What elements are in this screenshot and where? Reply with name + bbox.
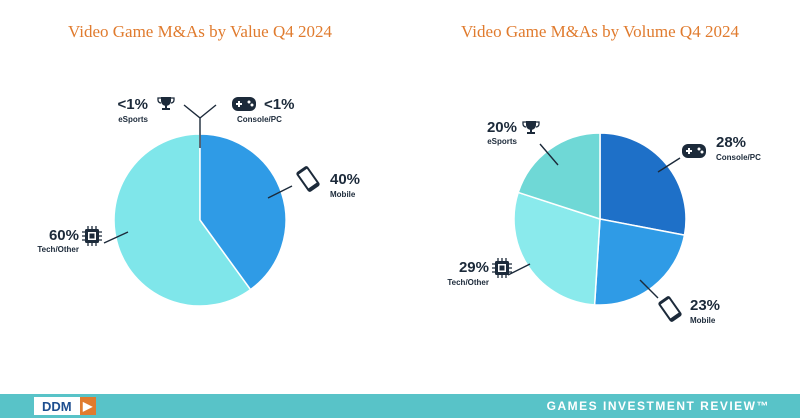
pie-charts: <1% eSports <1% Console/PC 40% Mobile 60… (37, 96, 761, 325)
value-tech-label: Tech/Other (37, 245, 79, 254)
chart-title-value: Video Game M&As by Value Q4 2024 (67, 22, 333, 41)
smartphone-icon (295, 165, 321, 193)
value-esports-pct: <1% (118, 96, 148, 113)
value-mobile-label: Mobile (330, 190, 356, 199)
volume-tech-label: Tech/Other (447, 278, 489, 287)
chart-title-volume: Video Game M&As by Volume Q4 2024 (461, 22, 739, 41)
ddm-logo: DDM ▶ (34, 397, 96, 415)
slice-volume-esports (517, 132, 601, 221)
leader-volume-console (657, 157, 681, 173)
logo-arrow-icon: ▶ (79, 397, 96, 415)
gamepad-icon (232, 97, 256, 111)
pie-volume (513, 132, 687, 306)
brand-name: GAMES INVESTMENT REVIEW™ (546, 399, 770, 413)
slice-value-tech-other (113, 133, 252, 307)
leader-volume-mobile (639, 279, 659, 299)
slice-volume-console-pc (599, 132, 687, 236)
value-console-pct: <1% (264, 96, 294, 113)
volume-esports-label: eSports (487, 137, 517, 146)
slice-volume-mobile (593, 218, 686, 306)
volume-tech-pct: 29% (459, 259, 489, 276)
slice-volume-tech-other (513, 191, 601, 306)
value-tech-pct: 60% (49, 227, 79, 244)
leader-volume-tech (507, 263, 531, 276)
volume-mobile-label: Mobile (690, 316, 716, 325)
volume-console-pct: 28% (716, 134, 746, 151)
volume-mobile-pct: 23% (690, 297, 720, 314)
leader-value-mobile (267, 185, 293, 199)
trophy-icon (157, 96, 175, 111)
footer-bar: DDM ▶ GAMES INVESTMENT REVIEW™ (0, 394, 800, 418)
value-esports-label: eSports (118, 115, 148, 124)
volume-esports-pct: 20% (487, 119, 517, 136)
volume-console-label: Console/PC (716, 153, 761, 162)
smartphone-icon (657, 295, 683, 323)
logo-text: DDM (34, 397, 80, 415)
leader-volume-esports (539, 143, 559, 166)
trophy-icon (522, 120, 540, 135)
slice-value-mobile (199, 133, 287, 291)
chip-icon (81, 225, 103, 247)
gamepad-icon (682, 144, 706, 158)
leader-value-tech (103, 231, 129, 244)
leader-value-console (199, 104, 217, 119)
value-mobile-pct: 40% (330, 171, 360, 188)
value-console-label: Console/PC (237, 115, 282, 124)
pie-value (113, 133, 287, 307)
